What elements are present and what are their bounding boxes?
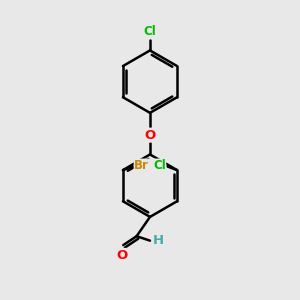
Text: Cl: Cl (144, 25, 156, 38)
Text: Br: Br (134, 159, 149, 172)
Text: H: H (152, 234, 164, 247)
Text: Cl: Cl (153, 159, 166, 172)
Text: O: O (116, 249, 128, 262)
Text: O: O (144, 129, 156, 142)
